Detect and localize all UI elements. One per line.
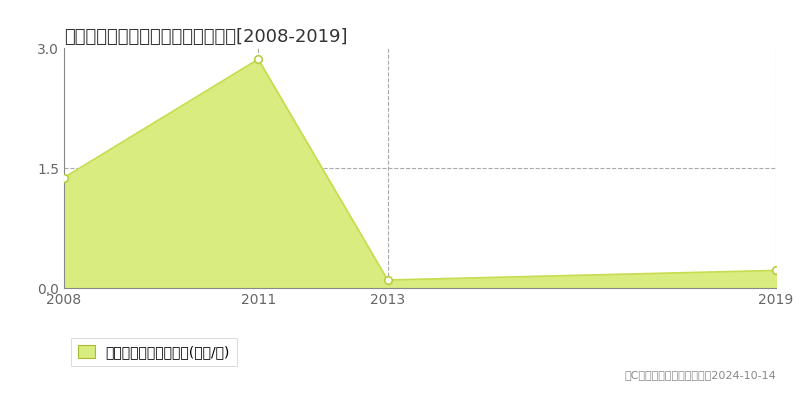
Legend: 土地価格　平均坪単価(万円/坪): 土地価格 平均坪単価(万円/坪) — [71, 338, 237, 366]
Text: 長岡市小国町相野原　土地価格推移[2008-2019]: 長岡市小国町相野原 土地価格推移[2008-2019] — [64, 28, 347, 46]
Text: （C）土地価格ドットコム　2024-10-14: （C）土地価格ドットコム 2024-10-14 — [624, 370, 776, 380]
Point — [382, 277, 394, 283]
Point — [58, 174, 70, 181]
Point — [252, 56, 265, 62]
Point — [770, 267, 782, 274]
